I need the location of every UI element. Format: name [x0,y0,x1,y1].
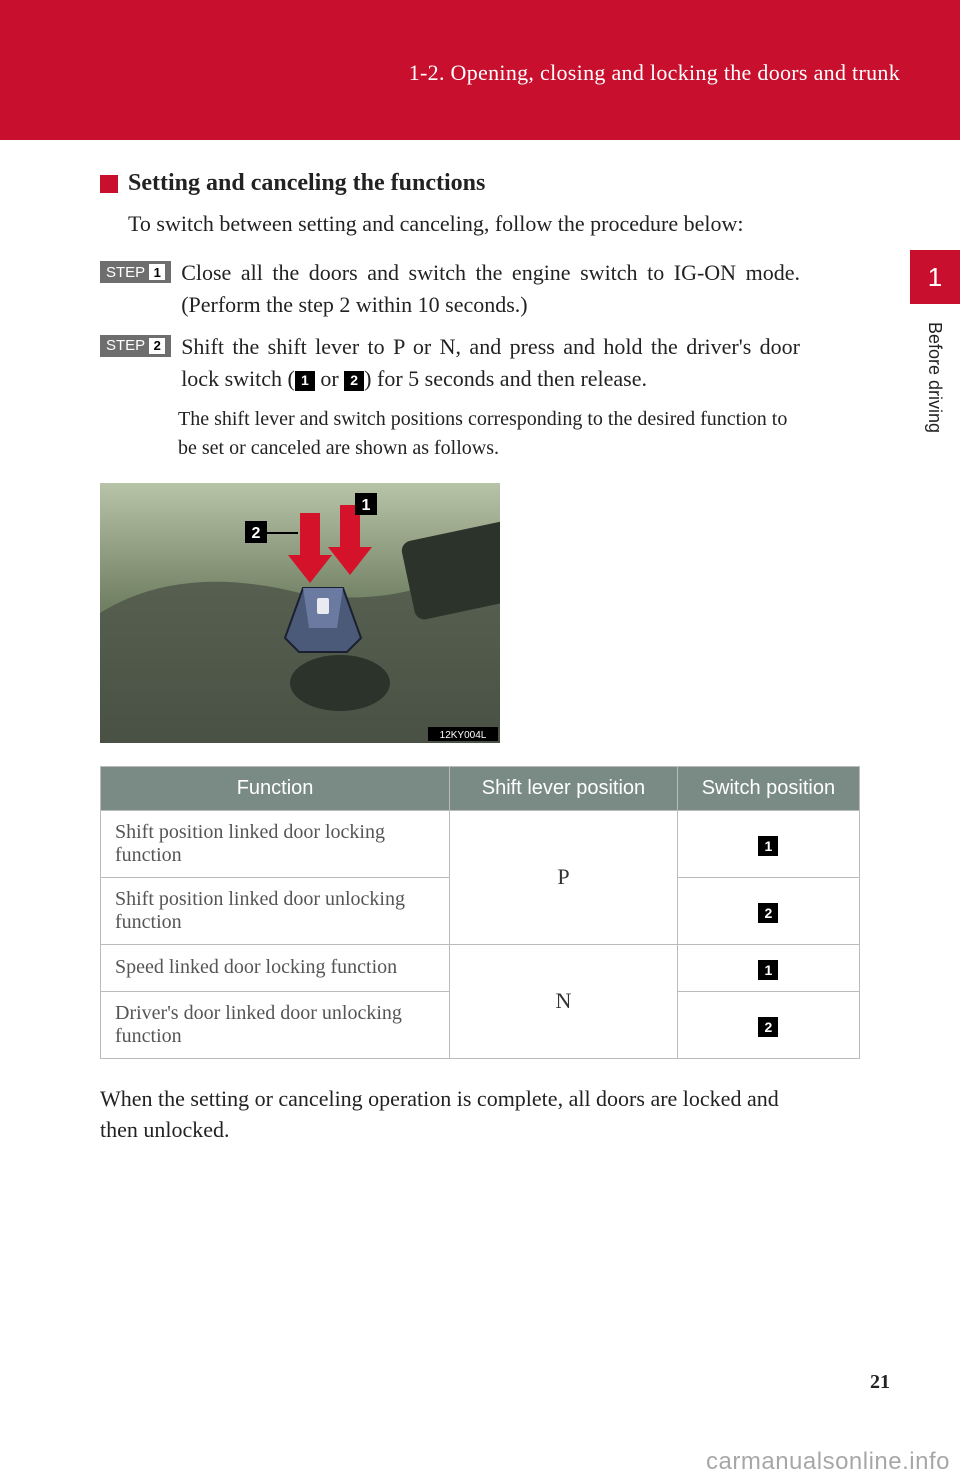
cell-function: Shift position linked door unlocking fun… [101,877,450,944]
th-function: Function [101,766,450,810]
step-badge-num: 1 [149,264,165,280]
cell-switch: 1 [677,944,859,991]
th-switch: Switch position [677,766,859,810]
cell-function: Speed linked door locking function [101,944,450,991]
section-title: 1-2. Opening, closing and locking the do… [0,60,900,86]
cell-function: Shift position linked door locking funct… [101,810,450,877]
heading-row: Setting and canceling the functions [100,170,800,197]
cell-function: Driver's door linked door unlocking func… [101,991,450,1058]
step-2-or: or [315,366,344,391]
step-badge-2: STEP 2 [100,335,171,357]
intro-text: To switch between setting and canceling,… [128,211,800,237]
cell-lever-p: P [450,810,678,944]
page-heading: Setting and canceling the functions [128,170,485,197]
svg-text:12KY004L: 12KY004L [440,730,487,741]
manual-page: 1-2. Opening, closing and locking the do… [0,0,960,1484]
chapter-number: 1 [910,250,960,304]
function-table: Function Shift lever position Switch pos… [100,766,860,1059]
chapter-label: Before driving [910,322,945,433]
cell-switch: 2 [677,877,859,944]
step-badge-num: 2 [149,338,165,354]
step-badge-1: STEP 1 [100,261,171,283]
cell-switch: 1 [677,810,859,877]
step-1-text: Close all the doors and switch the engin… [181,257,800,321]
closing-text: When the setting or canceling operation … [100,1083,800,1147]
step-2-text: Shift the shift lever to P or N, and pre… [181,331,800,395]
note-text: The shift lever and switch positions cor… [178,405,800,463]
step-2-text-b: ) for 5 seconds and then release. [364,366,647,391]
step-badge-label: STEP [106,264,145,281]
header-bar: 1-2. Opening, closing and locking the do… [0,0,960,140]
watermark: carmanualsonline.info [706,1448,950,1476]
step-2: STEP 2 Shift the shift lever to P or N, … [100,331,800,395]
page-content: Setting and canceling the functions To s… [0,140,880,1146]
svg-text:1: 1 [362,497,371,514]
svg-text:2: 2 [252,525,261,542]
step-1: STEP 1 Close all the doors and switch th… [100,257,800,321]
bullet-icon [100,175,118,193]
inline-callout-2: 2 [344,371,364,391]
illustration-svg: 1 2 12KY004L [100,483,500,743]
switch-callout-2: 2 [758,903,778,923]
switch-callout-1: 1 [758,960,778,980]
step-badge-label: STEP [106,337,145,354]
page-number: 21 [870,1371,890,1394]
th-lever: Shift lever position [450,766,678,810]
cell-switch: 2 [677,991,859,1058]
door-switch-illustration: 1 2 12KY004L [100,483,800,748]
chapter-tab: 1 Before driving [910,250,960,433]
cell-lever-n: N [450,944,678,1058]
inline-callout-1: 1 [295,371,315,391]
switch-callout-1: 1 [758,836,778,856]
table-row: Shift position linked door locking funct… [101,810,860,877]
switch-callout-2: 2 [758,1017,778,1037]
table-row: Speed linked door locking function N 1 [101,944,860,991]
